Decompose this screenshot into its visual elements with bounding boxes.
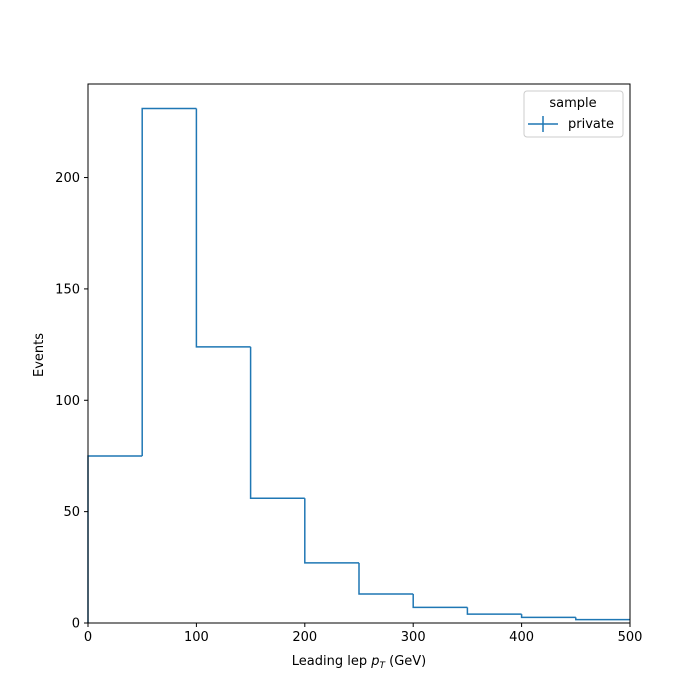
histogram-bin — [141, 107, 197, 456]
x-tick-label: 0 — [84, 630, 92, 645]
x-axis-label: Leading lep pT (GeV) — [292, 654, 426, 671]
y-tick-label: 50 — [63, 505, 80, 520]
x-tick-label: 200 — [292, 630, 317, 645]
x-axis-label-unit: (GeV) — [385, 654, 426, 669]
x-tick-label: 300 — [401, 630, 426, 645]
x-axis-label-variable: p — [370, 654, 379, 669]
y-axis-ticks: 0 50 100 150 200 — [55, 171, 88, 632]
y-tick-label: 100 — [55, 394, 80, 409]
legend-entry-private: private — [568, 117, 614, 132]
x-axis-ticks: 0 100 200 300 400 500 — [84, 623, 643, 645]
x-tick-label: 100 — [184, 630, 209, 645]
histogram-bin — [412, 594, 468, 609]
y-tick-label: 150 — [55, 282, 80, 297]
legend-title: sample — [549, 96, 596, 111]
y-tick-label: 200 — [55, 171, 80, 186]
legend-box — [523, 90, 624, 138]
x-tick-label: 400 — [509, 630, 534, 645]
histogram-bin — [466, 607, 522, 615]
x-axis-label-text: Leading lep — [292, 654, 371, 669]
y-tick-label: 0 — [72, 617, 80, 632]
x-axis-label-subscript: T — [379, 661, 386, 671]
histogram-bin — [304, 498, 359, 564]
histogram-bin — [358, 562, 414, 595]
x-tick-label: 500 — [618, 630, 643, 645]
axes-frame — [87, 83, 631, 624]
histogram-bin — [575, 617, 630, 621]
legend: sample private — [523, 90, 624, 138]
histogram-bin — [249, 346, 305, 500]
histogram-bin — [520, 614, 576, 619]
histogram-bin — [195, 108, 251, 348]
y-axis-label: Events — [32, 333, 47, 377]
